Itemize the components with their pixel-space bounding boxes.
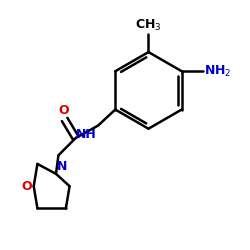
Text: NH$_2$: NH$_2$ <box>204 64 231 79</box>
Text: O: O <box>21 180 32 193</box>
Text: O: O <box>58 104 69 118</box>
Text: NH: NH <box>76 128 97 140</box>
Text: N: N <box>57 160 68 172</box>
Text: CH$_3$: CH$_3$ <box>135 18 162 32</box>
